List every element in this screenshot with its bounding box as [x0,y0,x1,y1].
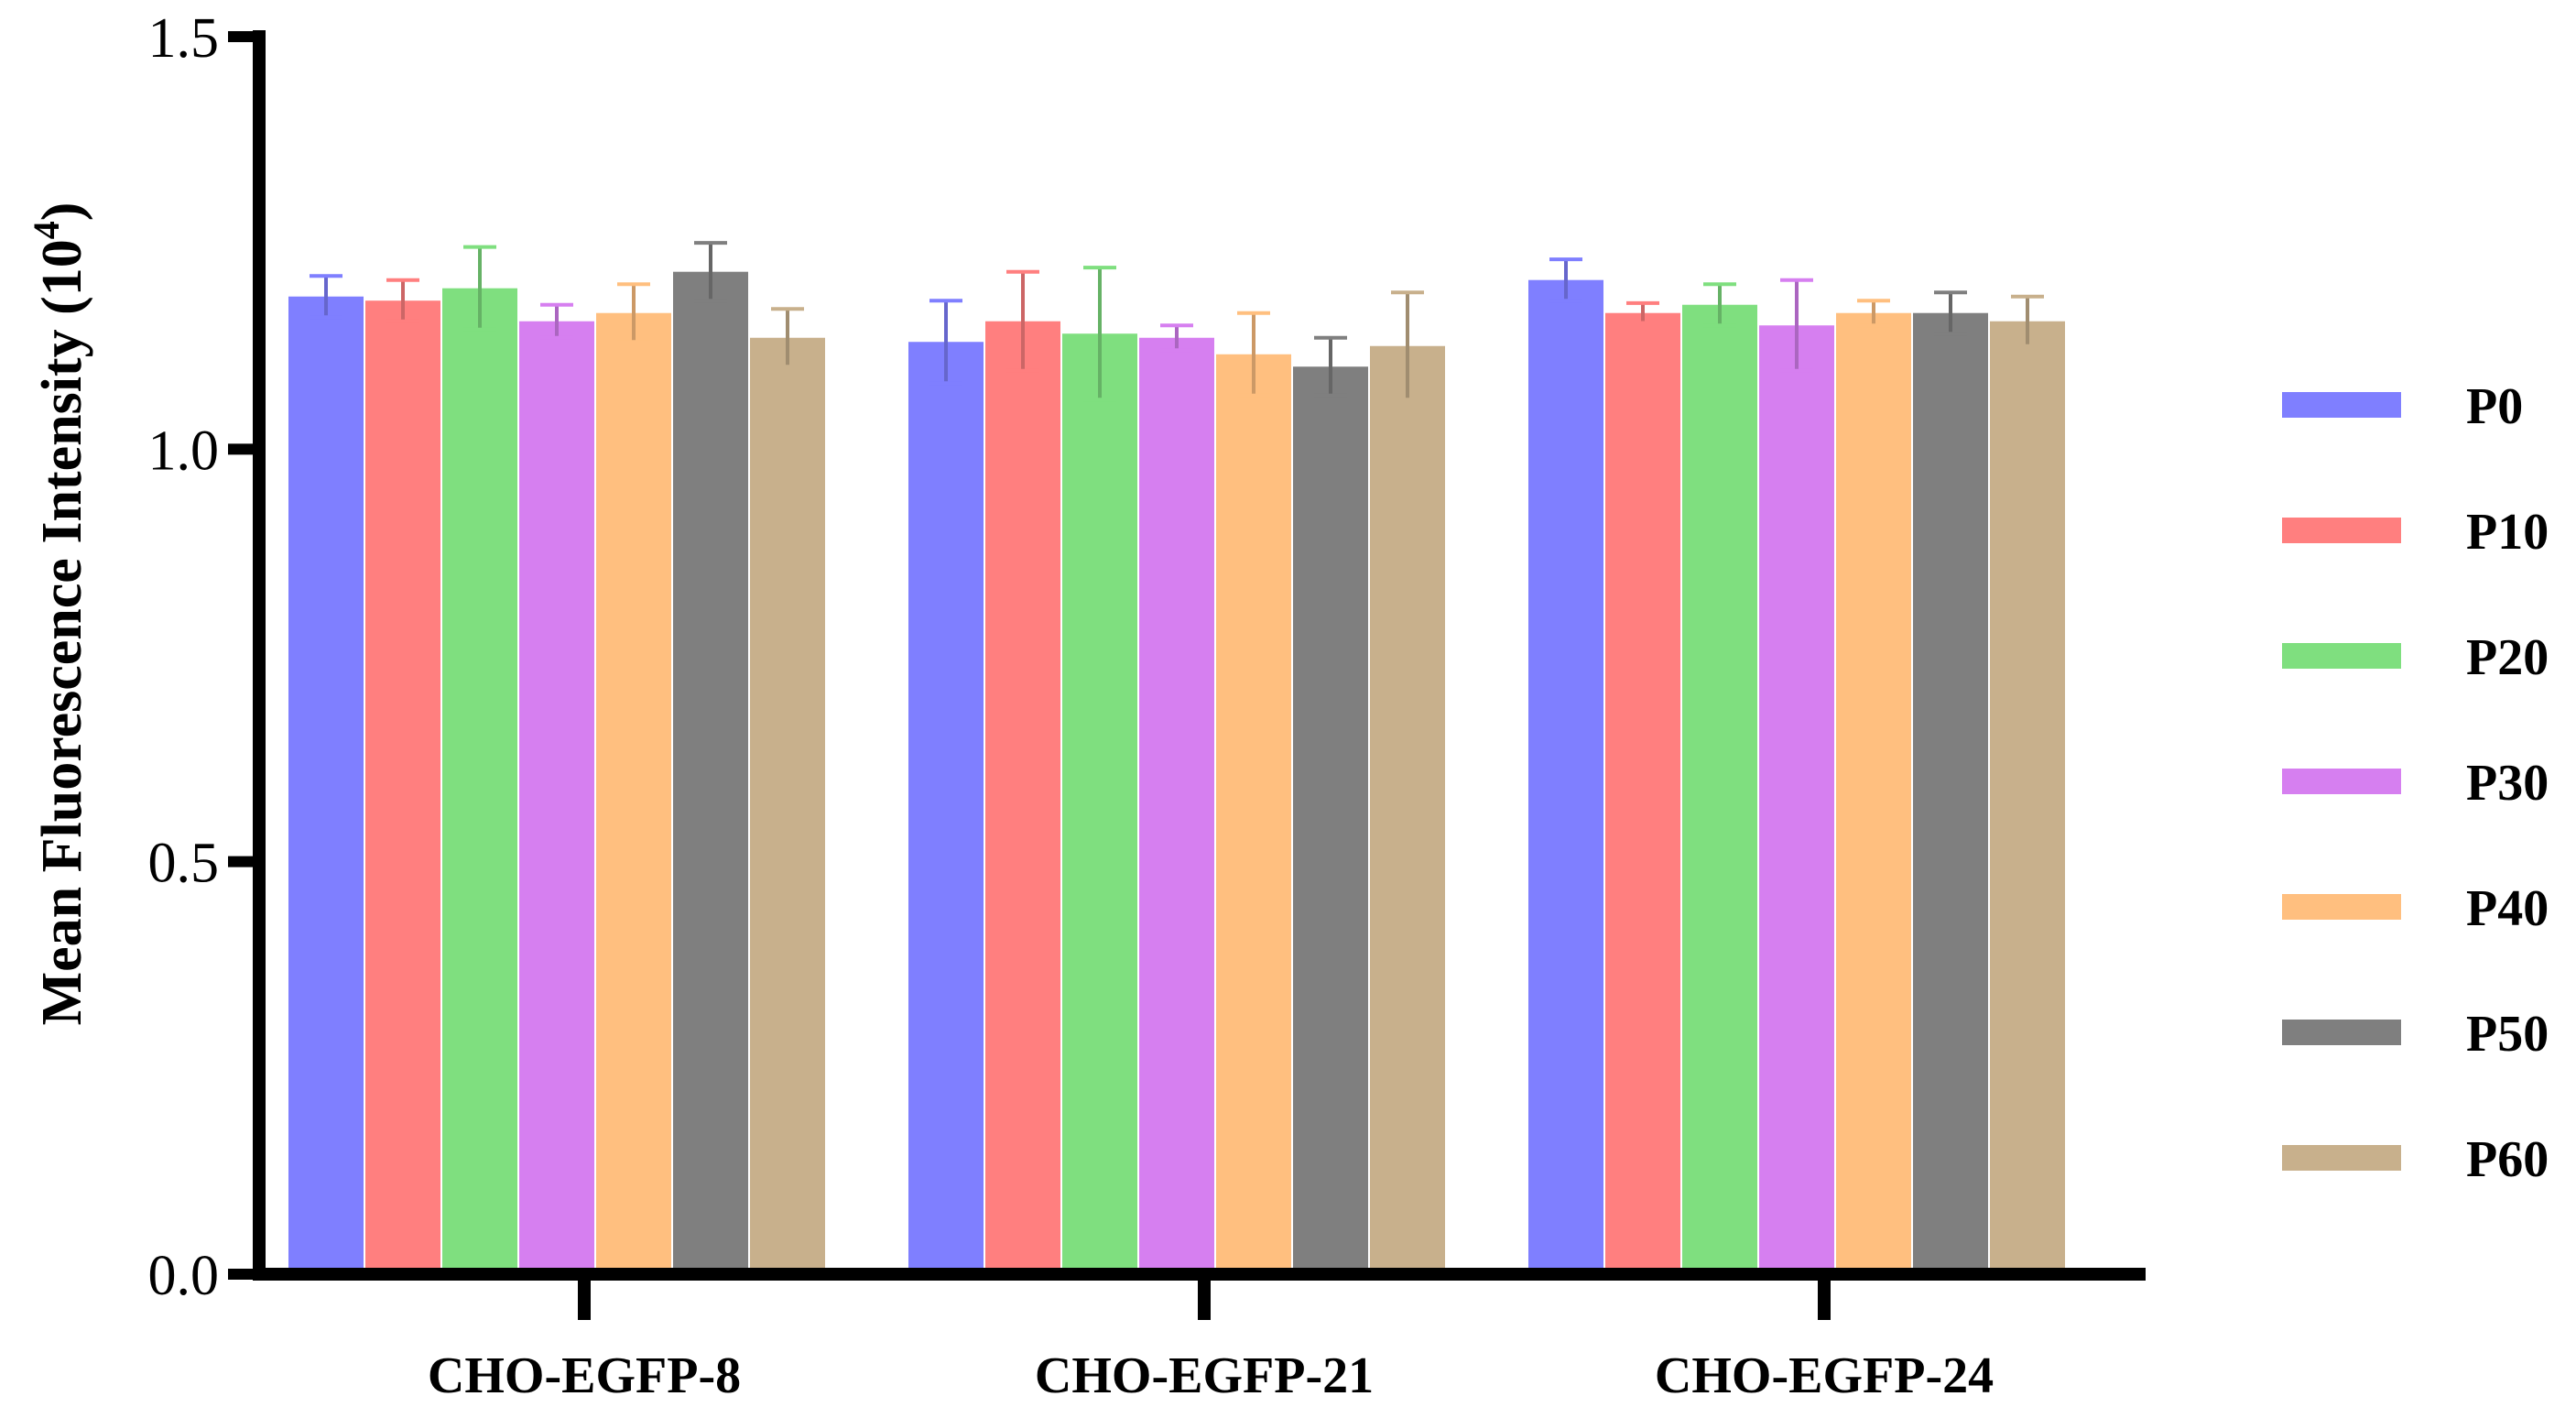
legend-label-p40: P40 [2466,880,2549,937]
legend-swatch-p20 [2282,643,2401,669]
legend-label-p50: P50 [2466,1006,2549,1063]
bar-p40-cho-egfp-8 [596,312,671,1274]
legend-label-p30: P30 [2466,755,2549,812]
y-ticks: 0.0 0.5 1.0 1.5 [148,7,259,1307]
bar-p0-cho-egfp-8 [288,296,364,1275]
bar-p20-cho-egfp-8 [442,288,517,1274]
bar-p20-cho-egfp-24 [1682,304,1757,1274]
bar-p0-cho-egfp-24 [1528,279,1603,1274]
bar-p40-cho-egfp-21 [1216,354,1291,1274]
bar-p50-cho-egfp-24 [1913,312,1988,1274]
legend-swatch-p30 [2282,769,2401,794]
x-tick-label: CHO-EGFP-24 [1655,1347,1994,1404]
legend-label-p20: P20 [2466,629,2549,686]
bars-layer [288,271,2065,1275]
bar-p40-cho-egfp-24 [1836,312,1911,1274]
legend-swatch-p60 [2282,1145,2401,1171]
legend-label-p60: P60 [2466,1131,2549,1188]
legend: P0 P10 P20 P30 P40 P50 P60 [2282,378,2549,1188]
y-tick-label: 0.0 [148,1245,220,1307]
legend-label-p0: P0 [2466,378,2523,435]
legend-label-p10: P10 [2466,504,2549,561]
y-tick-label: 0.5 [148,833,220,895]
error-bars-layer [310,241,2044,402]
bar-p60-cho-egfp-8 [750,337,825,1274]
bar-p50-cho-egfp-21 [1293,366,1368,1274]
bar-p10-cho-egfp-24 [1605,312,1680,1274]
y-tick-label: 1.0 [148,420,220,482]
bar-p50-cho-egfp-8 [673,271,748,1275]
x-ticks: CHO-EGFP-8 CHO-EGFP-21 CHO-EGFP-24 [428,1274,1994,1404]
y-axis-title: Mean Fluorescence Intensity (104) [26,202,93,1026]
bar-p30-cho-egfp-8 [519,321,594,1275]
legend-swatch-p10 [2282,518,2401,543]
legend-swatch-p40 [2282,894,2401,920]
bar-p20-cho-egfp-21 [1062,333,1137,1274]
legend-swatch-p0 [2282,392,2401,418]
bar-p30-cho-egfp-24 [1759,325,1834,1274]
bar-p30-cho-egfp-21 [1139,337,1214,1274]
x-tick-label: CHO-EGFP-8 [428,1347,741,1404]
bar-p10-cho-egfp-8 [365,300,440,1274]
x-tick-label: CHO-EGFP-21 [1035,1347,1374,1404]
y-tick-label: 1.5 [148,7,220,70]
bar-p10-cho-egfp-21 [985,321,1060,1275]
bar-p0-cho-egfp-21 [908,342,984,1274]
bar-p60-cho-egfp-21 [1370,345,1445,1274]
legend-swatch-p50 [2282,1020,2401,1045]
bar-p60-cho-egfp-24 [1990,321,2065,1275]
